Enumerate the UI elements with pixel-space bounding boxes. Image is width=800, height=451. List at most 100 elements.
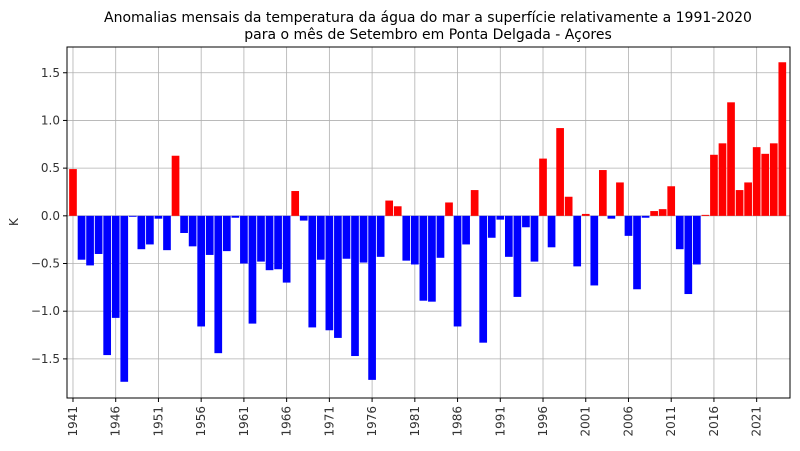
bar <box>214 215 223 354</box>
bar <box>77 215 86 260</box>
bar <box>598 170 607 216</box>
bar <box>530 215 539 262</box>
bar <box>547 215 556 248</box>
bar <box>342 215 351 259</box>
bar <box>146 215 154 245</box>
bar <box>487 215 496 238</box>
bar <box>667 186 676 216</box>
bar <box>393 206 402 216</box>
bar <box>94 215 103 254</box>
bar <box>359 215 368 263</box>
bar <box>710 154 718 216</box>
bar <box>701 214 710 216</box>
bar <box>573 215 582 267</box>
bar <box>590 215 599 286</box>
bar <box>470 190 479 216</box>
bar <box>351 215 359 357</box>
bar <box>163 215 171 251</box>
bar <box>188 215 197 247</box>
bar <box>556 128 564 216</box>
bar <box>111 215 120 318</box>
bar <box>633 215 641 290</box>
bar <box>727 102 735 216</box>
chart-title: para o mês de Setembro em Ponta Delgada … <box>244 27 612 43</box>
bar <box>616 182 624 216</box>
y-tick-label: 1.0 <box>41 113 60 127</box>
bar <box>761 153 770 216</box>
x-tick-label: 1981 <box>408 406 422 437</box>
chart-title: Anomalias mensais da temperatura da água… <box>104 10 752 26</box>
y-axis-label: K <box>7 217 21 226</box>
bar <box>282 215 291 283</box>
bar <box>368 215 376 380</box>
bar <box>539 158 547 216</box>
bar <box>291 191 300 216</box>
y-tick-label: −1.5 <box>31 352 60 366</box>
bar <box>479 215 488 343</box>
bar <box>299 215 308 221</box>
bar <box>120 215 129 382</box>
y-tick-label: −0.5 <box>31 257 60 271</box>
bar <box>778 62 787 216</box>
x-tick-label: 1956 <box>194 406 208 437</box>
x-tick-label: 1961 <box>237 406 251 437</box>
bar <box>513 215 522 297</box>
bar <box>334 215 342 338</box>
bar <box>504 215 513 257</box>
bar <box>624 215 633 236</box>
bar <box>462 215 470 245</box>
bar <box>641 215 650 218</box>
y-tick-label: 0.5 <box>41 161 60 175</box>
x-tick-label: 1951 <box>151 406 165 437</box>
bar <box>103 215 112 356</box>
bar <box>564 196 573 216</box>
bar <box>428 215 436 302</box>
x-tick-label: 2021 <box>750 406 764 437</box>
bar <box>522 215 530 228</box>
bar <box>410 215 419 265</box>
bar <box>675 215 684 250</box>
bar <box>248 215 257 324</box>
x-tick-label: 1971 <box>322 406 336 437</box>
bar <box>419 215 428 301</box>
bar <box>180 215 188 233</box>
bar <box>376 215 385 257</box>
x-tick-label: 1966 <box>280 406 294 437</box>
bar <box>308 215 317 328</box>
bar <box>128 215 137 217</box>
y-tick-label: −1.0 <box>31 304 60 318</box>
bar <box>581 213 590 216</box>
x-tick-label: 1991 <box>493 406 507 437</box>
bar <box>718 143 727 216</box>
bar <box>436 215 445 258</box>
bar <box>744 182 752 216</box>
bar <box>154 215 163 219</box>
bar <box>265 215 274 271</box>
x-tick-label: 1941 <box>66 406 80 437</box>
x-tick-label: 1976 <box>365 406 379 437</box>
bar <box>137 215 146 250</box>
bar <box>769 143 778 216</box>
x-tick-label: 1946 <box>109 406 123 437</box>
bar <box>69 169 77 216</box>
bar <box>453 215 462 327</box>
bar <box>222 215 231 252</box>
bar <box>385 200 394 216</box>
bar <box>205 215 214 255</box>
y-tick-label: 0.0 <box>41 209 60 223</box>
bar <box>496 215 505 220</box>
bar <box>735 190 744 216</box>
y-tick-label: 1.5 <box>41 66 60 80</box>
bar <box>316 215 325 260</box>
bar <box>445 202 453 216</box>
bar <box>86 215 94 266</box>
plot-frame <box>66 46 791 399</box>
x-tick-label: 1986 <box>451 406 465 437</box>
x-tick-label: 2016 <box>707 406 721 437</box>
bar <box>171 155 180 216</box>
bar <box>197 215 206 327</box>
bar <box>752 147 761 216</box>
x-tick-label: 2011 <box>664 406 678 437</box>
bar <box>402 215 411 261</box>
bar <box>684 215 693 295</box>
